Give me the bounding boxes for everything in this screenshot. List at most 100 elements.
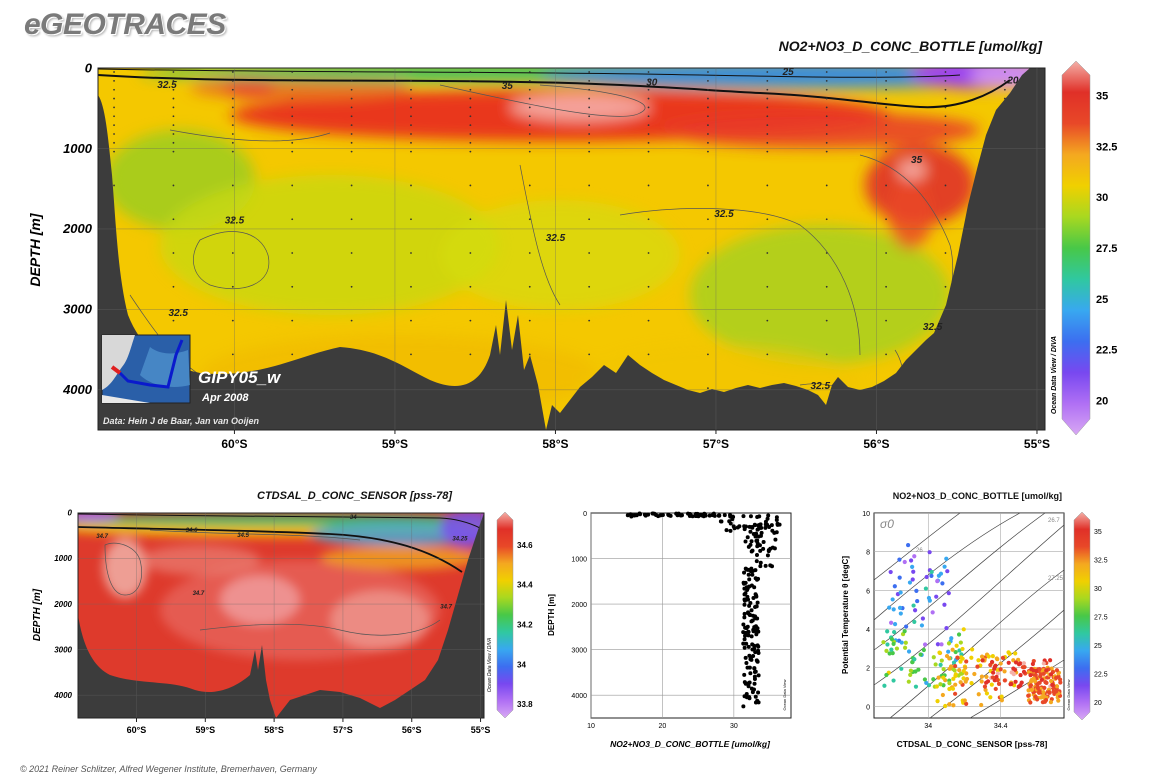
sample-dot (172, 252, 175, 254)
sample-dot (588, 71, 591, 73)
profile-point (753, 534, 758, 539)
profile-point (753, 694, 758, 699)
sample-dot (707, 150, 709, 153)
ts-point (1002, 669, 1007, 674)
profile-point (775, 522, 780, 527)
sample-dot (528, 106, 531, 109)
profile-point (754, 632, 759, 637)
ts-point (958, 671, 964, 676)
ts-watermark: Ocean Data View (1066, 679, 1071, 710)
profile-point (749, 634, 754, 639)
ts-point (984, 691, 990, 696)
ts-point (951, 703, 956, 708)
sample-dot (825, 97, 828, 100)
sample-dot (231, 88, 234, 91)
sample-dot (291, 133, 294, 135)
profile-point (749, 619, 754, 624)
sample-dot (528, 97, 531, 100)
ts-point (1013, 679, 1018, 684)
profile-point (728, 528, 733, 533)
ts-x-axis-label: CTDSAL_D_CONC_SENSOR [pss-78] (897, 739, 1048, 749)
sample-dot (231, 184, 234, 187)
profile-point (753, 576, 758, 581)
sample-dot (766, 319, 769, 322)
colorbar-tick-label: 35 (1096, 91, 1108, 103)
sample-dot (825, 133, 828, 135)
profile-point (772, 546, 777, 551)
profile-watermark: Ocean Data View (782, 679, 787, 710)
ts-point (889, 637, 895, 642)
profile-point (749, 608, 754, 613)
ts-point (920, 616, 925, 621)
sample-dot (825, 218, 828, 221)
contour-label: 32.5 (225, 215, 245, 226)
salinity-y-axis-label: DEPTH [m] (32, 588, 43, 641)
sample-dot (1003, 88, 1006, 91)
ts-point (931, 677, 936, 682)
ts-point (911, 569, 916, 574)
sample-dot (469, 133, 472, 135)
sample-dot (647, 124, 650, 127)
sample-dot (469, 285, 472, 288)
ts-point (892, 622, 898, 627)
ts-scatter-chart: 34 34.4 0 2 4 6 8 10 σ0 26.7 27.25 26 Potentia… (841, 511, 1108, 749)
ts-point (988, 695, 993, 700)
ts-point (1021, 669, 1027, 674)
x-tick-label: 58°S (542, 437, 568, 451)
ts-point (942, 602, 947, 607)
sample-dot (944, 285, 947, 288)
ts-point (1045, 675, 1050, 680)
sample-dot (944, 141, 947, 144)
sample-dot (231, 141, 234, 144)
profile-point (741, 641, 746, 646)
ts-point (947, 686, 952, 692)
contour-label: 32.5 (923, 322, 943, 333)
sample-dot (350, 106, 353, 109)
y-tick-label: 8 (866, 550, 870, 557)
ts-point (953, 691, 958, 696)
sample-dot (766, 71, 769, 73)
profile-point (696, 514, 701, 519)
profile-point (731, 514, 736, 519)
profile-point (722, 513, 727, 518)
sample-dot (766, 184, 769, 187)
profile-point (758, 564, 763, 569)
profile-scatter-chart: 10 20 30 0 1000 2000 3000 4000 DEPTH [m] NO2+N… (547, 511, 792, 749)
sample-dot (231, 124, 234, 127)
ts-point (933, 662, 938, 667)
sample-dot (707, 141, 709, 144)
colorbar-tick-label: 30 (1094, 586, 1102, 593)
profile-point (763, 563, 768, 568)
ts-point (1038, 674, 1043, 679)
sample-dot (469, 88, 472, 91)
sample-dot (291, 71, 294, 73)
colorbar-tick-label: 32.5 (1096, 141, 1117, 153)
y-tick-label: 0 (68, 509, 73, 518)
profile-point (757, 522, 762, 527)
inset-cruise-map[interactable] (101, 334, 191, 404)
ts-point (975, 664, 980, 669)
sample-dot (291, 106, 294, 109)
ts-point (927, 598, 932, 603)
sample-dot (469, 218, 472, 221)
contour-label: 30 (646, 78, 658, 89)
profile-point (755, 515, 760, 520)
ts-point (1035, 682, 1040, 687)
ts-point (888, 620, 894, 625)
contour-label: 25 (782, 67, 795, 78)
sample-dot (113, 124, 115, 127)
ts-point (950, 686, 956, 691)
ts-point (969, 655, 974, 660)
sample-dot (172, 79, 175, 82)
colorbar-tick-label: 34.4 (517, 581, 533, 590)
profile-point (742, 615, 747, 620)
sample-dot (528, 353, 531, 356)
profile-point (666, 513, 671, 518)
ts-point (1041, 671, 1046, 676)
profile-point (743, 655, 748, 660)
sample-dot (410, 124, 412, 127)
profile-point (676, 511, 681, 516)
contour-label: 34.7 (193, 591, 205, 597)
sample-dot (588, 124, 591, 127)
sample-dot (647, 353, 650, 356)
